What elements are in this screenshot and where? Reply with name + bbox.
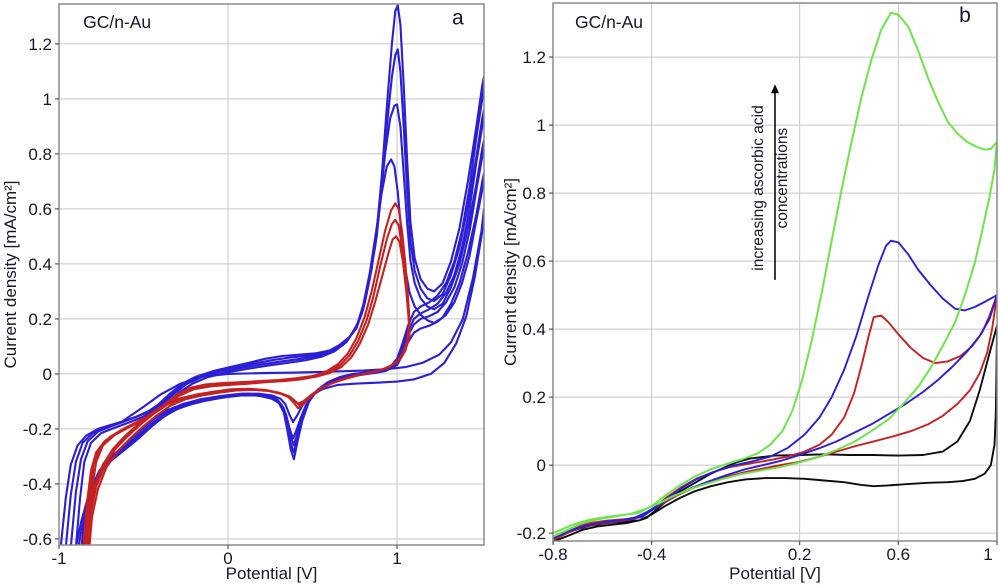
x-axis-title: Potential [V]	[226, 564, 318, 583]
panel-letter: b	[959, 4, 971, 27]
x-tick-label: -0.4	[637, 545, 666, 564]
cv-curve-blue-cycle-3	[69, 103, 484, 545]
tick-marks	[549, 56, 998, 545]
x-tick-label: 0	[223, 549, 232, 568]
y-axis-title: Current density [mA/cm²]	[501, 178, 520, 366]
electrode-label: GC/n-Au	[83, 12, 151, 32]
y-tick-label: 1.2	[522, 48, 546, 67]
y-tick-label: 0.8	[522, 184, 546, 203]
plot-frame	[552, 2, 998, 542]
y-tick-label: 1.2	[28, 35, 52, 54]
y-tick-label: 0.8	[28, 145, 52, 164]
y-tick-label: 0.6	[28, 200, 52, 219]
y-tick-label: 0	[537, 456, 546, 475]
series-group	[553, 11, 997, 541]
cv-curve-red-cycle-3	[86, 235, 411, 545]
panel-letter: a	[452, 7, 464, 30]
series-group	[59, 4, 484, 545]
cv-curve-red-low-concentration	[553, 294, 997, 541]
y-tick-label: 0.4	[522, 320, 546, 339]
electrode-label: GC/n-Au	[575, 12, 643, 32]
arrow-head-icon	[771, 84, 779, 94]
tick-marks	[55, 43, 398, 549]
x-tick-label: 1	[983, 545, 992, 564]
y-tick-label: -0.2	[517, 524, 546, 543]
y-tick-label: 0.4	[28, 255, 52, 274]
y-tick-label: 0.2	[522, 388, 546, 407]
annotation-line-1: increasing ascorbic acid	[750, 105, 767, 270]
x-axis-title: Potential [V]	[729, 564, 821, 583]
x-tick-label: -1	[51, 549, 66, 568]
cv-curve-blue-cycle-0	[80, 207, 484, 545]
y-axis-title: Current density [mA/cm²]	[1, 181, 20, 369]
cv-curve-blue-cycle-1	[59, 4, 484, 545]
plot-frame	[58, 3, 485, 546]
y-tick-label: 0.6	[522, 252, 546, 271]
cv-curve-blue-cycle-4	[75, 158, 484, 545]
y-tick-label: 0	[43, 365, 52, 384]
gridlines	[553, 3, 997, 541]
cv-curve-red-cycle-1	[82, 202, 411, 545]
increasing-concentration-arrow	[771, 84, 779, 280]
cv-curve-black-lowest-concentration	[553, 324, 997, 541]
x-tick-label: 0.6	[887, 545, 911, 564]
y-tick-label: -0.2	[23, 420, 52, 439]
y-tick-label: 0.2	[28, 310, 52, 329]
y-tick-label: -0.4	[23, 475, 52, 494]
x-tick-label: -0.8	[538, 545, 567, 564]
cv-curve-green-highest-concentration	[553, 11, 997, 538]
cv-plot-b: -0.8 -0.4 0.2 0.6 1 -0.2 0 0.2 0.4 0.6 0.8 1 1.2 Pote…	[501, 2, 998, 583]
y-tick-label: 1	[43, 90, 52, 109]
y-tick-label: 1	[537, 116, 546, 135]
x-tick-label: 0.2	[788, 545, 812, 564]
x-tick-label: 1	[392, 549, 401, 568]
annotation-line-2: concentrations	[774, 127, 791, 228]
y-tick-label: -0.6	[23, 530, 52, 549]
cv-curve-blue-mid-concentration	[553, 239, 997, 540]
cv-plot-a: -1 0 1 -0.6 -0.4 -0.2 0 0.2 0.4 0.6 0.8 1 1.2 Potenti…	[1, 3, 485, 583]
